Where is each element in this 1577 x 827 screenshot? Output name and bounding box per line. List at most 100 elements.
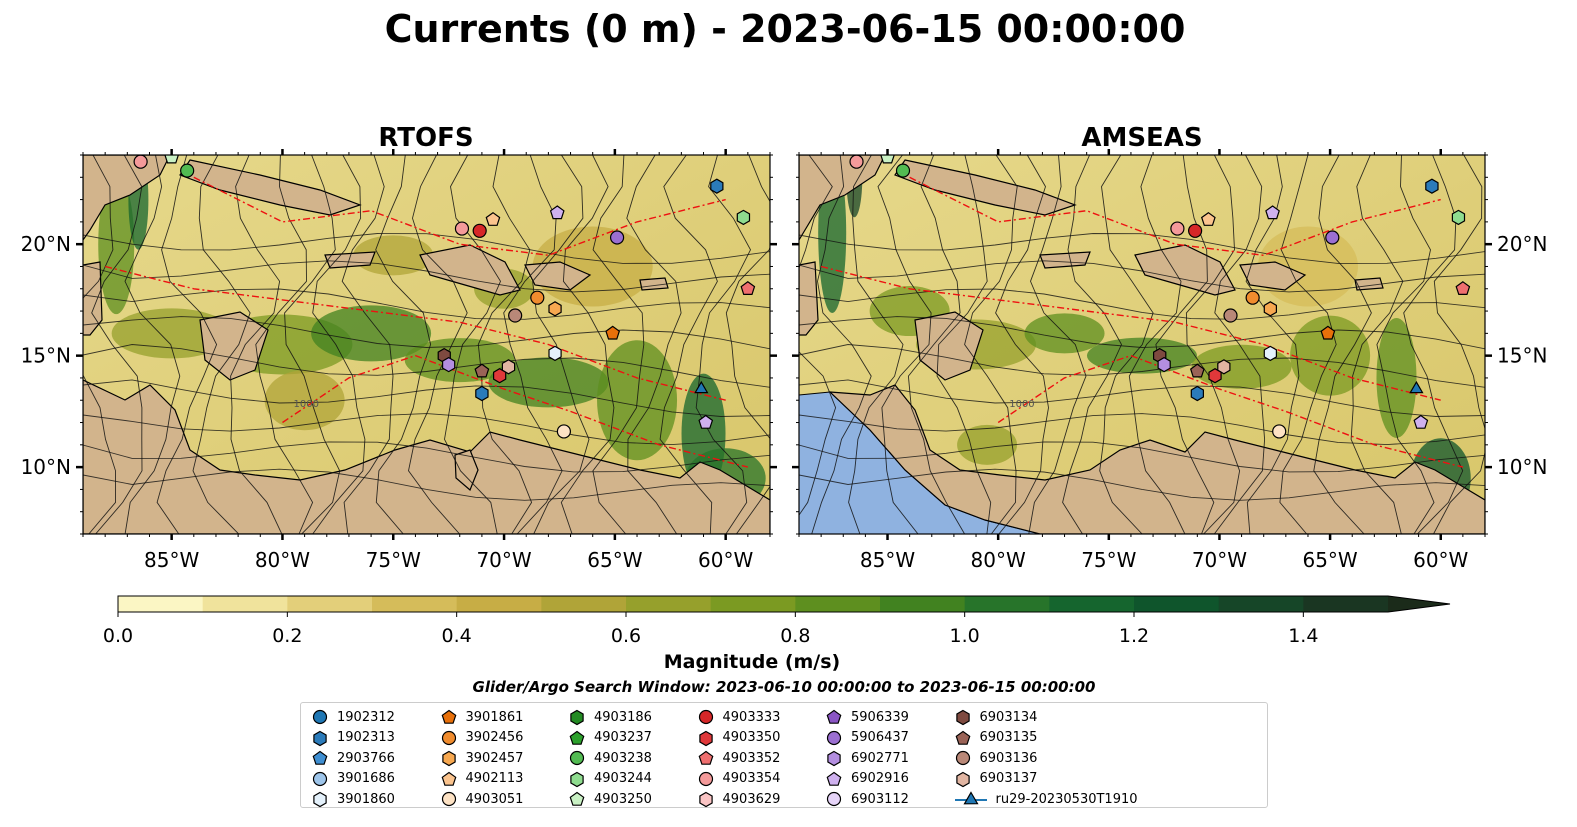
colorbar-extend-arrow [1388, 596, 1450, 612]
legend-item-label: 5906339 [851, 709, 909, 725]
panel-frame-rtofs [82, 154, 771, 535]
y-tick-label: 10°N [1497, 455, 1547, 479]
legend-item-label: 4903629 [722, 791, 781, 807]
legend-item-label: 3901860 [337, 791, 395, 807]
legend-item-6902916: 6902916 [825, 769, 909, 789]
legend-marker-icon [441, 709, 456, 724]
streamline [799, 155, 837, 516]
legend-item-label: 3901686 [337, 771, 395, 787]
colorbar-segment [541, 596, 627, 612]
legend-marker-icon [826, 792, 842, 807]
float-marker-4903333 [1188, 223, 1203, 238]
map-panel-amseas: AMSEAS 1000 85°W 80°W 75°W 70°W 65°W 60°W [792, 123, 1547, 572]
legend-item-6903134: 6903134 [954, 707, 1038, 727]
x-tick-label: 75°W [1081, 548, 1136, 572]
legend-item-6903137: 6903137 [954, 769, 1038, 789]
streamline [995, 155, 1049, 534]
streamline [1028, 155, 1087, 534]
streamline [83, 344, 770, 388]
legend-item-label: 5906437 [851, 730, 909, 746]
float-marker-6903136 [1223, 308, 1238, 323]
float-marker-4903352 [1455, 281, 1471, 295]
legend-marker-icon [698, 771, 713, 786]
legend-marker-icon [312, 709, 328, 725]
streamline [83, 379, 770, 417]
legend-item-label: 6903135 [979, 730, 1038, 746]
x-tick-label: 85°W [144, 548, 199, 572]
streamline [560, 155, 615, 534]
x-tick-label: 70°W [476, 548, 531, 572]
legend-item-4903333: 4903333 [697, 707, 780, 727]
float-marker-4903354 [454, 221, 470, 236]
float-marker-1902313 [1190, 385, 1205, 402]
streamline [848, 155, 904, 534]
legend-item-4902113: 4902113 [440, 769, 523, 789]
streamline [1376, 155, 1435, 534]
streamline [799, 379, 1485, 417]
legend-item-label: 6903137 [979, 771, 1038, 787]
streamline [799, 288, 1485, 320]
map-panel-rtofs: RTOFS 1000 85°W 80°W 75°W 70°W 65°W 60°W 20°N… [21, 123, 777, 572]
y-tick-label: 15°N [21, 344, 71, 368]
colorbar-tick-label: 0.6 [611, 625, 641, 647]
float-marker-4903333 [472, 223, 487, 238]
float-marker-6903136 [508, 308, 523, 323]
float-marker-3902457 [548, 301, 562, 317]
float-marker-4903051 [556, 424, 572, 439]
colorbar-label: Magnitude (m/s) [664, 651, 841, 673]
colorbar-tick-label: 0.0 [103, 625, 133, 647]
streamline [907, 155, 965, 534]
legend-marker-icon [570, 771, 584, 787]
streamline [799, 233, 1485, 264]
legend-item-label: 4903051 [465, 791, 524, 807]
legend-marker-icon [698, 750, 713, 765]
streamline [532, 155, 590, 534]
float-marker-4903352 [740, 281, 756, 295]
float-marker-6903135 [1189, 363, 1205, 378]
boundary-line [193, 176, 726, 257]
legend-marker-icon [312, 750, 328, 765]
legend-item-3902456: 3902456 [440, 728, 523, 748]
colorbar-segment [1049, 596, 1135, 612]
legend-marker-icon [827, 750, 841, 767]
float-marker-6903137 [501, 359, 516, 375]
legend-item-label: 6902771 [851, 750, 909, 766]
streamline [877, 155, 932, 534]
float-marker-4903244 [1451, 209, 1466, 226]
x-tick-label: 60°W [1413, 548, 1468, 572]
colorbar-ticks: 0.0 0.2 0.4 0.6 0.8 1.0 1.2 1.4 [103, 612, 1318, 647]
boundary-line [820, 265, 1441, 401]
streamline [83, 260, 770, 293]
float-marker-3901861 [1320, 325, 1336, 340]
magnitude-patch [1290, 315, 1371, 396]
streamline [375, 155, 432, 534]
legend-item-label: 6902916 [851, 771, 909, 787]
legend-item-label: 6903134 [979, 709, 1038, 725]
streamline [592, 155, 645, 534]
streamline [1062, 155, 1123, 534]
float-marker-ru29-20230530T1910 [694, 380, 709, 394]
legend: 1902312 1902313 2903766 3901686 3901860 39018… [300, 702, 1268, 808]
streamline [799, 316, 1485, 350]
x-axis-amseas: 85°W 80°W 75°W 70°W 65°W 60°W [798, 149, 1486, 572]
legend-item-1902313: 1902313 [311, 728, 395, 748]
magnitude-patch [311, 305, 432, 362]
float-marker-5906437 [1325, 230, 1340, 245]
streamline [1185, 155, 1241, 534]
legend-item-label: 2903766 [337, 750, 395, 766]
legend-item-3901686: 3901686 [311, 769, 395, 789]
legend-item-label: 4903352 [722, 750, 781, 766]
streamline [477, 155, 533, 534]
float-marker-4903350 [1208, 368, 1222, 384]
legend-item-4903350: 4903350 [697, 728, 780, 748]
legend-marker-icon [698, 792, 713, 808]
float-marker-3902456 [530, 290, 545, 305]
legend-item-2903766: 2903766 [311, 748, 395, 768]
streamline [1350, 155, 1404, 534]
legend-item-label: 3902457 [465, 750, 524, 766]
figure-title: Currents (0 m) - 2023-06-15 00:00:00 [385, 7, 1186, 51]
legend-item-4903238: 4903238 [568, 748, 652, 768]
float-marker-1902313 [710, 178, 724, 194]
legend-marker-icon [955, 730, 970, 745]
streamline [1313, 155, 1372, 534]
